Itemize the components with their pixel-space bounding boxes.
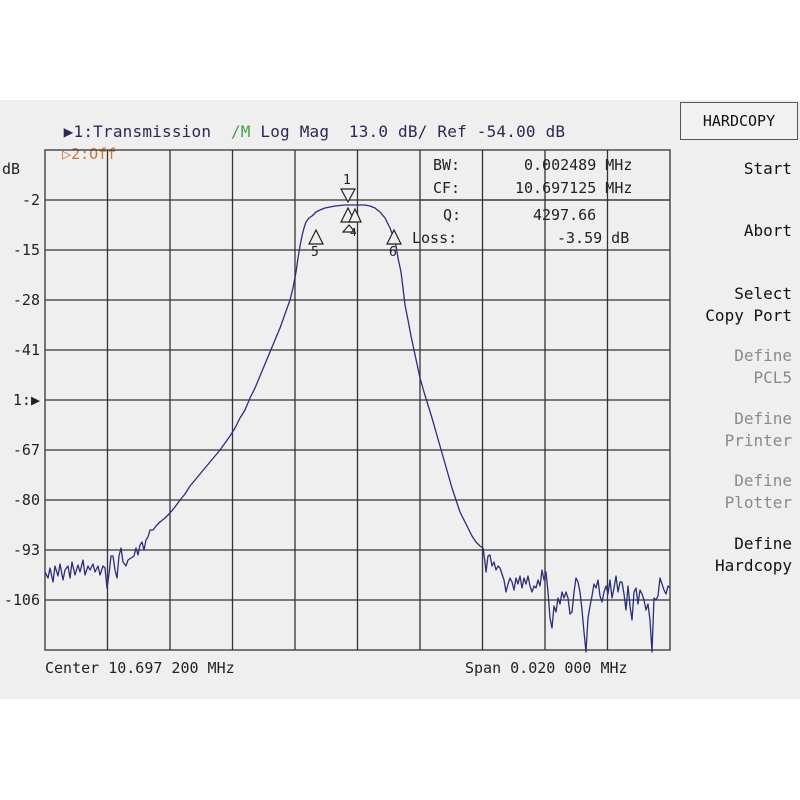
marker-4 [340, 206, 362, 233]
loss-value: -3.59 dB [557, 229, 630, 247]
graticule [44, 149, 671, 651]
channel1-scale: 13.0 dB/ [348, 122, 428, 141]
y-tick: -80 [12, 491, 40, 509]
channel1-label: 1:Transmission [73, 122, 212, 141]
y-tick: -2 [21, 191, 40, 209]
q-label: Q: [443, 206, 462, 224]
cf-value: 10.697125 MHz [515, 179, 633, 197]
marker-4-label: 4 [350, 226, 357, 239]
softkey-define-printer[interactable]: Define Printer [724, 409, 792, 450]
marker-6-label: 6 [389, 245, 397, 260]
channel1-ref: Ref -54.00 dB [437, 122, 566, 141]
y-tick: -28 [12, 291, 40, 309]
reference-level-marker: 1:▶ [12, 391, 40, 409]
frequency-span: Span 0.020 000 MHz [465, 659, 628, 677]
marker-1-label: 1 [343, 173, 351, 188]
y-tick: -106 [3, 591, 40, 609]
y-tick: -41 [12, 341, 40, 359]
q-value: 4297.66 [533, 206, 597, 224]
y-tick: -67 [12, 441, 40, 459]
channel1-format: Log Mag [260, 122, 330, 141]
transmission-trace [44, 204, 671, 653]
bw-value: 0.002489 MHz [524, 156, 633, 174]
cf-label: CF: [433, 179, 461, 197]
marker-6 [386, 228, 402, 245]
marker-5-label: 5 [311, 245, 319, 260]
loss-label: Loss: [412, 229, 458, 247]
channel1-status[interactable]: ▶1:Transmission /M Log Mag 13.0 dB/ Ref … [44, 103, 565, 141]
bw-label: BW: [433, 156, 461, 174]
softkey-define-hardcopy[interactable]: Define Hardcopy [714, 534, 792, 575]
softkey-define-plotter[interactable]: Define Plotter [724, 471, 792, 512]
y-tick: -93 [12, 541, 40, 559]
inactive-channel-icon: ▷ [62, 145, 72, 163]
softkey-abort[interactable]: Abort [743, 221, 792, 240]
menu-title-hardcopy: HARDCOPY [680, 102, 798, 140]
marker-1 [339, 188, 357, 204]
active-channel-icon: ▶ [63, 122, 74, 141]
softkey-start[interactable]: Start [743, 159, 792, 178]
channel1-mode: /M [230, 122, 251, 141]
y-tick: -15 [12, 241, 40, 259]
center-frequency: Center 10.697 200 MHz [45, 659, 235, 677]
softkey-define-pcl5[interactable]: Define PCL5 [734, 346, 792, 387]
y-axis-unit: dB [2, 160, 21, 178]
marker-5 [308, 228, 324, 245]
softkey-select-copy-port[interactable]: Select Copy Port [705, 284, 792, 325]
